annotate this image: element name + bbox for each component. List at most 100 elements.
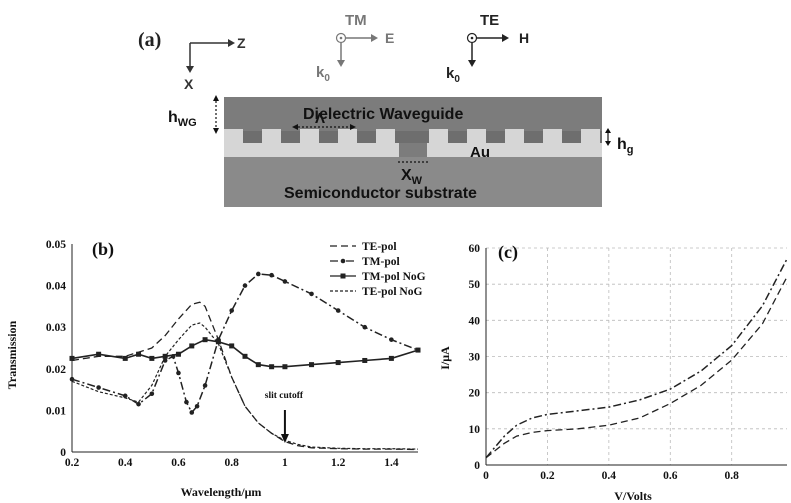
dielectric-waveguide-layer bbox=[224, 97, 602, 131]
grating-tooth bbox=[376, 129, 395, 143]
y-tick-label: 0.03 bbox=[46, 322, 66, 334]
waveguide-label: Dielectric Waveguide bbox=[303, 106, 463, 123]
grating-tooth bbox=[338, 129, 357, 143]
series-point bbox=[69, 376, 75, 382]
series-line bbox=[71, 301, 419, 451]
series-point bbox=[229, 308, 234, 313]
series-point bbox=[389, 337, 394, 342]
series-point bbox=[362, 357, 368, 363]
series-point bbox=[136, 351, 142, 357]
series-point bbox=[362, 324, 368, 330]
grating-tooth bbox=[505, 129, 524, 143]
grating-tooth bbox=[262, 129, 281, 143]
y-tick-label: 0 bbox=[474, 460, 480, 472]
z-arrowhead bbox=[228, 39, 235, 47]
y-tick-label: 10 bbox=[469, 424, 481, 436]
series-point bbox=[122, 355, 128, 361]
semiconductor-substrate bbox=[224, 157, 602, 207]
y-tick-label: 0 bbox=[60, 447, 66, 459]
x-tick-label: 0.6 bbox=[171, 457, 186, 469]
series-point bbox=[69, 355, 75, 361]
series-point bbox=[175, 351, 181, 357]
x-w-label: XW bbox=[401, 167, 423, 187]
au-layer-left bbox=[224, 143, 399, 157]
te-k-arrowhead bbox=[468, 60, 476, 67]
series-point bbox=[96, 351, 102, 357]
te-title: TE bbox=[480, 12, 499, 29]
series-point bbox=[149, 391, 155, 397]
coordinate-axes bbox=[189, 42, 228, 66]
x-arrowhead bbox=[186, 66, 194, 73]
grating-tooth bbox=[581, 129, 600, 143]
h-g-label: hg bbox=[617, 136, 634, 156]
series-point bbox=[255, 362, 261, 368]
x-tick-label: 0.6 bbox=[663, 470, 678, 482]
grating-tooth bbox=[300, 129, 319, 143]
axis-x-label: X bbox=[184, 76, 194, 92]
series-point bbox=[242, 353, 248, 359]
slit-cutoff-annotation: slit cutoff bbox=[265, 391, 304, 401]
series-point bbox=[282, 364, 288, 370]
series-point bbox=[136, 401, 141, 407]
substrate-label: Semiconductor substrate bbox=[284, 185, 477, 202]
legend-entry: TE-pol NoG bbox=[362, 286, 422, 298]
legend-entry: TE-pol bbox=[362, 241, 397, 253]
legend-entry: TM-pol bbox=[362, 256, 400, 268]
te-field-label: H bbox=[519, 30, 529, 46]
panel-a-label: (a) bbox=[138, 29, 161, 51]
series-point bbox=[335, 360, 341, 366]
series-line bbox=[485, 258, 788, 459]
series-point bbox=[149, 355, 155, 361]
series-point bbox=[194, 403, 200, 409]
panel-c-label: (c) bbox=[498, 242, 518, 263]
legend-marker bbox=[340, 273, 346, 279]
x-tick-label: 1.2 bbox=[331, 457, 346, 469]
period-lambda-label: Λ bbox=[315, 110, 325, 127]
panel-c-chart: (c) 0 0.2 0.4 0.6 0.8 0 10 20 30 40 50 60 V/Volts I… bbox=[438, 242, 788, 503]
series-point bbox=[269, 272, 274, 278]
h-wg-label: hWG bbox=[168, 109, 197, 129]
slit bbox=[399, 143, 427, 157]
panel-b-chart: (b) 0.2 0.4 0.6 0.8 1 1.2 1.4 0 0.01 0.02 0.03 0.04… bbox=[5, 239, 426, 499]
axis-z-label: Z bbox=[237, 35, 246, 51]
au-layer-right bbox=[427, 143, 602, 157]
series-point bbox=[184, 399, 189, 405]
grating-tooth bbox=[467, 129, 486, 143]
grating-tooth bbox=[543, 129, 562, 143]
y-tick-label: 20 bbox=[469, 388, 481, 400]
x-tick-label: 0.2 bbox=[65, 457, 80, 469]
series-line bbox=[71, 273, 419, 414]
te-k-label: k0 bbox=[446, 65, 460, 85]
series-point bbox=[215, 339, 221, 345]
series-point bbox=[335, 308, 341, 313]
series-point bbox=[189, 410, 195, 415]
y-tick-label: 0.04 bbox=[46, 281, 66, 293]
te-h-arrowhead bbox=[502, 34, 509, 42]
grating-tooth bbox=[224, 129, 243, 143]
series-point bbox=[189, 343, 195, 349]
series-point bbox=[415, 347, 421, 353]
panel-b-axes: 0.2 0.4 0.6 0.8 1 1.2 1.4 0 0.01 0.02 0.03 0.04 0.05 bbox=[46, 239, 418, 469]
y-tick-label: 0.02 bbox=[46, 364, 66, 376]
series-point bbox=[229, 343, 235, 349]
tm-k-arrowhead bbox=[337, 60, 345, 67]
series-line bbox=[71, 322, 419, 450]
tm-e-arrowhead bbox=[371, 34, 378, 42]
series-point bbox=[96, 385, 101, 390]
series-point bbox=[162, 358, 168, 363]
legend-entry: TM-pol NoG bbox=[362, 271, 426, 283]
panel-b-label: (b) bbox=[92, 239, 114, 260]
series-point bbox=[309, 291, 314, 297]
series-point bbox=[256, 271, 261, 277]
x-tick-label: 0.8 bbox=[725, 470, 740, 482]
x-tick-label: 0.4 bbox=[118, 457, 133, 469]
series-point bbox=[176, 370, 181, 376]
y-tick-label: 30 bbox=[469, 352, 481, 364]
grating-teeth bbox=[224, 129, 600, 143]
panel-c-axes: 0 0.2 0.4 0.6 0.8 0 10 20 30 40 50 60 bbox=[469, 243, 787, 482]
x-tick-label: 0 bbox=[483, 470, 489, 482]
au-label: Au bbox=[470, 144, 490, 161]
panel-c-ylabel: I/μA bbox=[438, 346, 452, 370]
series-point bbox=[269, 364, 275, 370]
